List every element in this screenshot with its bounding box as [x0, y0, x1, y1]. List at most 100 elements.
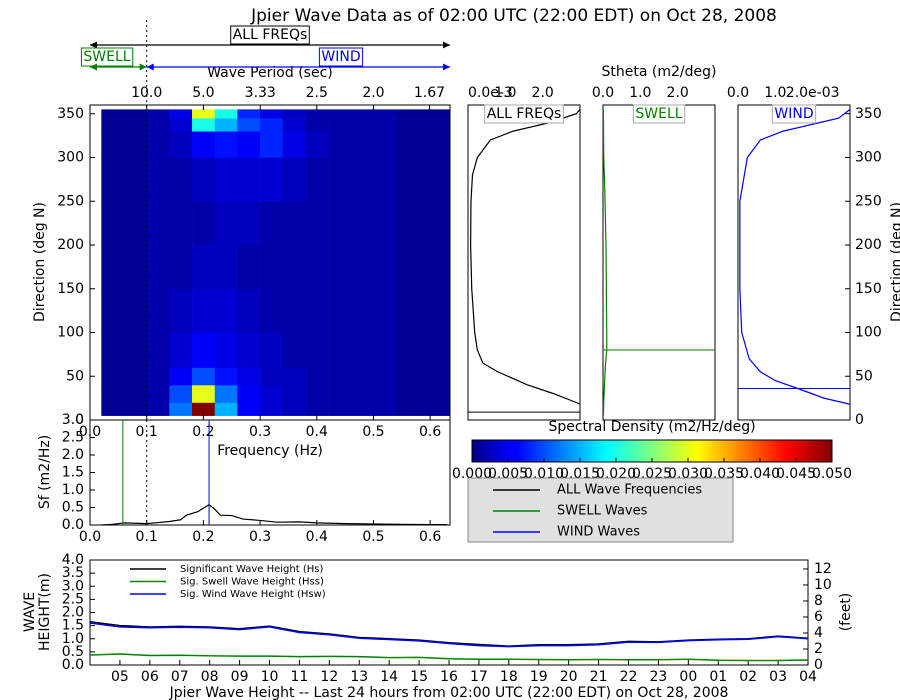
- x-tick-label: 19: [530, 669, 548, 685]
- heat-cell: [396, 201, 420, 246]
- heat-cell: [418, 367, 451, 386]
- x-tick-label: 0.5: [362, 529, 384, 545]
- top-tick-label: 0.0: [592, 85, 614, 101]
- heat-cell: [214, 201, 238, 246]
- y-axis-label: Direction (deg N): [889, 202, 900, 322]
- annotation-arrow-head: [139, 63, 147, 71]
- x-tick-label: 06: [141, 669, 159, 685]
- y-tick-label: 300: [57, 150, 84, 166]
- heat-cell: [101, 109, 125, 119]
- heat-cell: [146, 385, 170, 403]
- y-axis-label: WAVE: [22, 592, 38, 632]
- axes-frame: [602, 104, 716, 421]
- heat-cell: [350, 288, 374, 333]
- stheta-line: [739, 108, 851, 405]
- x-tick-label: 11: [291, 669, 309, 685]
- x-tick-label: 07: [171, 669, 189, 685]
- heat-cell: [373, 288, 397, 333]
- top-tick-label: 5.0: [192, 85, 214, 101]
- heat-cell: [282, 385, 306, 403]
- heat-cell: [373, 385, 397, 403]
- heat-cell: [350, 118, 374, 132]
- heat-cell: [214, 288, 238, 333]
- y-tick-label: 0.5: [62, 644, 84, 660]
- y-tick-label: 0.0: [62, 657, 84, 673]
- heat-cell: [350, 367, 374, 386]
- heat-cell: [260, 157, 284, 202]
- heat-cell: [192, 131, 216, 158]
- heat-cell: [146, 332, 170, 368]
- heat-cell: [124, 385, 147, 403]
- heat-cell: [169, 288, 193, 333]
- x-tick-label: 0.2: [192, 424, 214, 440]
- label-box: [230, 25, 310, 45]
- heat-cell: [146, 157, 170, 202]
- x-tick-label: 12: [320, 669, 338, 685]
- y-tick-label: 50: [66, 368, 84, 384]
- panel-title-box: [632, 104, 686, 124]
- heat-cell: [282, 402, 306, 416]
- x-tick-label: 0.6: [419, 424, 441, 440]
- y2-tick-label: 4: [814, 625, 823, 641]
- y2-tick-label: 8: [814, 593, 823, 609]
- heat-cell: [214, 367, 238, 386]
- heat-cell: [192, 385, 216, 403]
- heat-cell: [418, 402, 451, 416]
- heat-cell: [328, 367, 352, 386]
- y-tick-label: 0: [75, 412, 84, 428]
- heat-cell: [146, 245, 170, 290]
- heat-cell: [328, 118, 352, 132]
- heat-cell: [237, 157, 261, 202]
- heat-cell: [124, 245, 147, 290]
- heat-cell: [101, 367, 125, 386]
- heat-cell: [124, 367, 147, 386]
- heat-cell: [237, 109, 261, 119]
- heat-cell: [396, 157, 420, 202]
- heat-cell: [169, 118, 193, 132]
- heat-cell: [260, 201, 284, 246]
- top-tick-label: 2.0: [362, 85, 384, 101]
- y-tick-label: 350: [57, 106, 84, 122]
- heat-cell: [328, 385, 352, 403]
- x-tick-label: 0.6: [419, 529, 441, 545]
- x-tick-label: 0.5: [362, 424, 384, 440]
- y-tick-label: 3.0: [62, 578, 84, 594]
- heat-cell: [237, 201, 261, 246]
- y2-axis-label: (feet): [838, 593, 854, 632]
- heat-cell: [101, 332, 125, 368]
- legend-label: Sig. Wind Wave Height (Hsw): [180, 589, 326, 600]
- heat-cell: [101, 402, 125, 416]
- heat-cell: [418, 288, 451, 333]
- top-tick-label: 1.67: [414, 85, 445, 101]
- x-tick-label: 10: [261, 669, 279, 685]
- heat-cell: [169, 367, 193, 386]
- heat-cell: [169, 385, 193, 403]
- top-tick-label: 1.0: [494, 85, 516, 101]
- heat-cell: [350, 245, 374, 290]
- heat-cell: [101, 157, 125, 202]
- heat-cell: [418, 157, 451, 202]
- heat-cell: [124, 131, 147, 158]
- x-tick-label: 0.0: [79, 529, 101, 545]
- heat-cell: [192, 367, 216, 386]
- heat-cell: [124, 332, 147, 368]
- heat-cell: [260, 118, 284, 132]
- y-tick-label: 150: [57, 281, 84, 297]
- legend-label: Significant Wave Height (Hs): [180, 564, 323, 575]
- annotation-arrow-head: [90, 41, 97, 49]
- y-tick-label: 1.5: [62, 618, 84, 634]
- axes-frame: [467, 104, 581, 421]
- heat-cell: [305, 332, 329, 368]
- y-tick-label: 50: [855, 368, 873, 384]
- heat-cell: [237, 332, 261, 368]
- y-tick-label: 1.0: [62, 631, 84, 647]
- x-axis-label: Frequency (Hz): [217, 443, 323, 459]
- x-tick-label: 13: [350, 669, 368, 685]
- x-tick-label: 0.4: [306, 529, 328, 545]
- y-tick-label: 3.5: [62, 565, 84, 581]
- panel-title-box: [484, 104, 564, 124]
- x-tick-label: 16: [440, 669, 458, 685]
- x-tick-label: 08: [201, 669, 219, 685]
- heat-cell: [328, 288, 352, 333]
- colorbar-label: Spectral Density (m2/Hz/deg): [548, 419, 755, 435]
